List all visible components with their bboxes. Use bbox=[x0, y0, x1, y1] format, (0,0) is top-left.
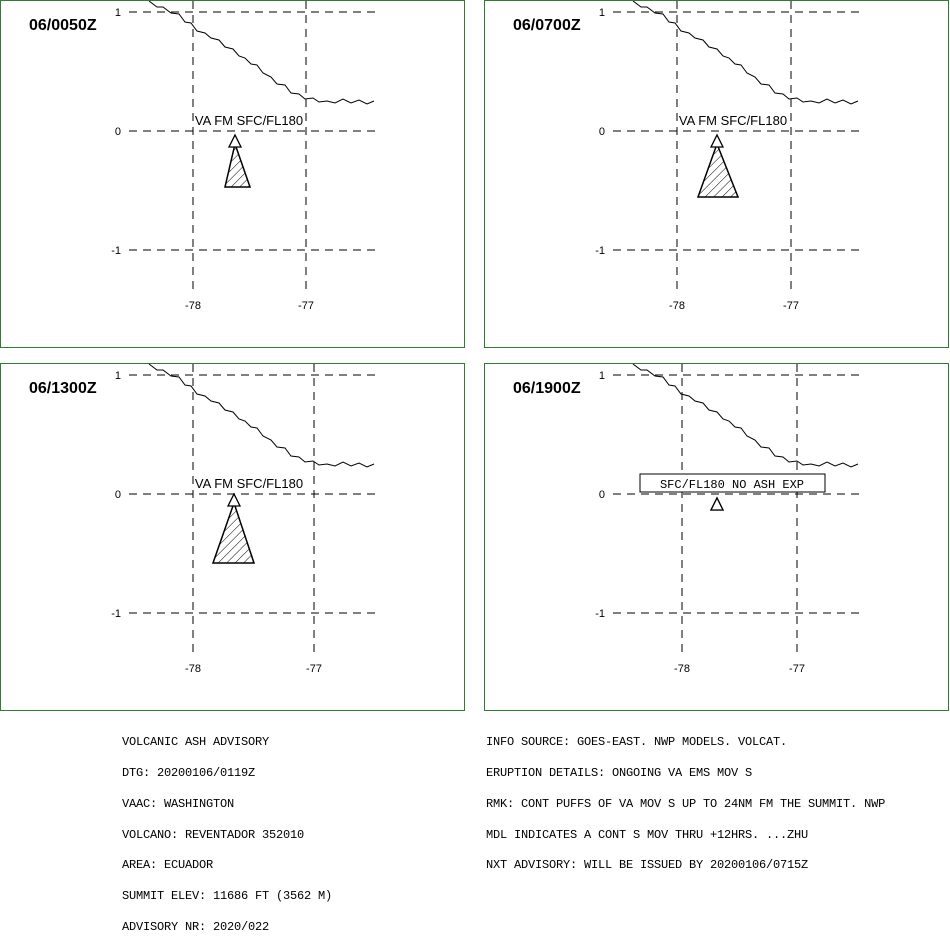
panel-time: 06/1300Z bbox=[29, 380, 97, 397]
advisory-line: VAAC: WASHINGTON bbox=[122, 796, 235, 811]
longitude-tick-label: -77 bbox=[789, 663, 805, 675]
map-canvas: 1 0 -1 -78 -77 VA FM SFC/FL180 bbox=[111, 1, 376, 312]
volcano-triangle-icon bbox=[709, 496, 725, 511]
longitude-tick-label: -77 bbox=[783, 300, 799, 312]
advisory-line: AREA: ECUADOR bbox=[122, 858, 214, 873]
latitude-tick-label: 0 bbox=[599, 126, 605, 138]
advisory-line: VOLCANO: REVENTADOR 352010 bbox=[122, 827, 305, 842]
longitude-tick-label: -78 bbox=[669, 300, 685, 312]
latitude-tick-label: 1 bbox=[599, 370, 605, 382]
latitude-tick-label: -1 bbox=[595, 245, 605, 257]
advisory-line: ADVISORY NR: 2020/022 bbox=[122, 919, 270, 934]
forecast-panel-1300z: 1 0 -1 -78 -77 VA FM SFC/FL180 06/1300Z bbox=[0, 363, 465, 711]
coastline bbox=[632, 1, 859, 105]
advisory-header-text: VOLCANIC ASH ADVISORY DTG: 20200106/0119… bbox=[122, 717, 332, 942]
volcano-triangle-icon bbox=[226, 492, 242, 507]
advisory-line: DTG: 20200106/0119Z bbox=[122, 766, 256, 781]
panel-label: VA FM SFC/FL180 bbox=[679, 113, 787, 128]
map-canvas: 1 0 -1 -78 -77 SFC/FL180 NO ASH EXP bbox=[595, 364, 860, 675]
coastline bbox=[148, 364, 375, 468]
advisory-line: MDL INDICATES A CONT S MOV THRU +12HRS. … bbox=[486, 827, 809, 842]
panel-time: 06/0050Z bbox=[29, 17, 97, 34]
latitude-tick-label: -1 bbox=[111, 608, 121, 620]
longitude-tick-label: -78 bbox=[674, 663, 690, 675]
no-ash-label: SFC/FL180 NO ASH EXP bbox=[639, 473, 826, 493]
latitude-tick-label: 1 bbox=[115, 370, 121, 382]
map-canvas: 1 0 -1 -78 -77 VA FM SFC/FL180 bbox=[111, 364, 376, 675]
latitude-tick-label: 0 bbox=[599, 489, 605, 501]
panel-time: 06/1900Z bbox=[513, 380, 581, 397]
forecast-panel-1900z: 1 0 -1 -78 -77 SFC/FL180 NO ASH EXP 06/1900Z bbox=[484, 363, 949, 711]
ash-cloud-polygon bbox=[211, 500, 256, 564]
panel-label: SFC/FL180 NO ASH EXP bbox=[660, 478, 804, 492]
latitude-tick-label: 1 bbox=[115, 7, 121, 19]
longitude-tick-label: -77 bbox=[306, 663, 322, 675]
volcano-triangle-icon bbox=[227, 133, 243, 148]
coastline bbox=[632, 364, 859, 468]
advisory-line: RMK: CONT PUFFS OF VA MOV S UP TO 24NM F… bbox=[486, 796, 886, 811]
advisory-line: VOLCANIC ASH ADVISORY bbox=[122, 735, 270, 750]
latitude-tick-label: 1 bbox=[599, 7, 605, 19]
latitude-tick-label: -1 bbox=[111, 245, 121, 257]
advisory-details-text: INFO SOURCE: GOES-EAST. NWP MODELS. VOLC… bbox=[486, 717, 885, 881]
longitude-tick-label: -78 bbox=[185, 663, 201, 675]
ash-cloud-polygon bbox=[224, 141, 252, 188]
latitude-tick-label: 0 bbox=[115, 489, 121, 501]
panel-label: VA FM SFC/FL180 bbox=[195, 476, 303, 491]
advisory-line: ERUPTION DETAILS: ONGOING VA EMS MOV S bbox=[486, 766, 753, 781]
ash-cloud-polygon bbox=[696, 141, 740, 198]
volcano-triangle-icon bbox=[709, 133, 725, 148]
map-canvas: 1 0 -1 -78 -77 VA FM SFC/FL180 bbox=[595, 1, 860, 312]
advisory-line: NXT ADVISORY: WILL BE ISSUED BY 20200106… bbox=[486, 858, 809, 873]
forecast-panel-0050z: 1 0 -1 -78 -77 VA FM SFC/FL180 06/0050Z bbox=[0, 0, 465, 348]
forecast-panel-0700z: 1 0 -1 -78 -77 VA FM SFC/FL180 06/0700Z bbox=[484, 0, 949, 348]
advisory-line: SUMMIT ELEV: 11686 FT (3562 M) bbox=[122, 888, 333, 903]
latitude-tick-label: 0 bbox=[115, 126, 121, 138]
latitude-tick-label: -1 bbox=[595, 608, 605, 620]
longitude-tick-label: -77 bbox=[298, 300, 314, 312]
advisory-line: INFO SOURCE: GOES-EAST. NWP MODELS. VOLC… bbox=[486, 735, 788, 750]
coastline bbox=[148, 1, 375, 105]
panel-label: VA FM SFC/FL180 bbox=[195, 113, 303, 128]
longitude-tick-label: -78 bbox=[185, 300, 201, 312]
panel-time: 06/0700Z bbox=[513, 17, 581, 34]
